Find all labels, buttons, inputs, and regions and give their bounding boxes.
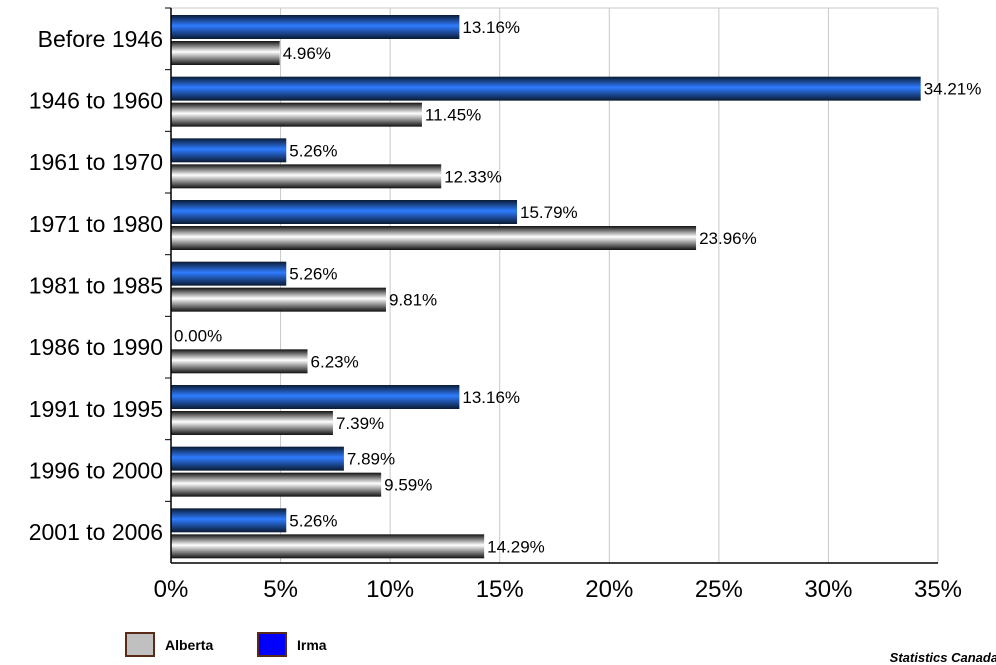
x-tick-label: 10% [366, 576, 414, 603]
data-label-alberta: 4.96% [283, 44, 331, 63]
x-tick-label: 35% [914, 576, 962, 603]
x-tick-label: 20% [585, 576, 633, 603]
category-label: 1946 to 1960 [29, 88, 163, 114]
bar-irma [171, 261, 287, 286]
data-label-irma: 15.79% [520, 203, 578, 222]
category-labels: Before 1946 1946 to 1960 1961 to 1970 1971 … [29, 26, 163, 545]
bar-irma [171, 508, 287, 533]
category-label: 1981 to 1985 [29, 273, 163, 299]
bar-alberta [171, 287, 386, 312]
bar-alberta [171, 411, 333, 435]
category-label: 1971 to 1980 [29, 211, 163, 237]
legend-item-irma: Irma [257, 632, 327, 657]
data-label-irma: 5.26% [289, 511, 337, 530]
data-label-alberta: 9.59% [384, 476, 432, 495]
bar-alberta [171, 41, 280, 65]
x-tick-label: 15% [476, 576, 524, 603]
bars [171, 15, 921, 559]
data-label-irma: 5.26% [289, 141, 337, 160]
category-label: 1986 to 1990 [29, 334, 163, 360]
data-label-alberta: 14.29% [487, 537, 545, 556]
data-label-alberta: 6.23% [311, 352, 359, 371]
category-label: 1996 to 2000 [29, 458, 163, 484]
data-label-alberta: 11.45% [425, 106, 481, 125]
data-label-alberta: 7.39% [336, 414, 384, 433]
data-labels: 13.16% 4.96% 34.21% 11.45% 5.26% 12.33% 15.79%… [174, 18, 981, 556]
bar-irma [171, 385, 460, 409]
category-label: Before 1946 [38, 26, 163, 52]
bar-irma [171, 76, 921, 101]
bar-alberta [171, 472, 382, 497]
category-label: 1991 to 1995 [29, 396, 163, 422]
legend-swatch-irma [257, 632, 287, 657]
bar-irma [171, 15, 460, 39]
data-label-irma: 13.16% [462, 18, 520, 37]
bar-alberta [171, 102, 422, 127]
data-label-alberta: 23.96% [699, 229, 757, 248]
x-tick-label: 0% [154, 576, 189, 603]
bar-alberta [171, 349, 308, 374]
data-label-irma: 5.26% [289, 265, 337, 284]
data-label-irma: 7.89% [347, 450, 395, 469]
bar-alberta [171, 226, 697, 250]
axes [165, 7, 938, 564]
bar-irma [171, 200, 518, 224]
data-label-alberta: 9.81% [389, 291, 437, 310]
data-label-irma: 13.16% [462, 388, 520, 407]
data-label-irma: 0.00% [174, 326, 222, 345]
data-label-alberta: 12.33% [444, 167, 502, 186]
bar-alberta [171, 164, 442, 189]
bar-alberta [171, 534, 485, 559]
x-tick-labels: 0% 5% 10% 15% 20% 25% 30% 35% [154, 576, 962, 603]
x-tick-label: 25% [695, 576, 743, 603]
bar-irma [171, 138, 287, 163]
bar-irma [171, 446, 344, 471]
legend-item-alberta: Alberta [125, 632, 213, 657]
legend-swatch-alberta [125, 632, 155, 657]
x-tick-label: 5% [263, 576, 298, 603]
category-label: 1961 to 1970 [29, 149, 163, 175]
source-note: Statistics Canada - [889, 650, 996, 665]
legend-label-irma: Irma [297, 636, 327, 653]
legend-label-alberta: Alberta [165, 636, 214, 653]
x-tick-label: 30% [804, 576, 852, 603]
data-label-irma: 34.21% [924, 80, 982, 99]
category-label: 2001 to 2006 [29, 519, 163, 545]
